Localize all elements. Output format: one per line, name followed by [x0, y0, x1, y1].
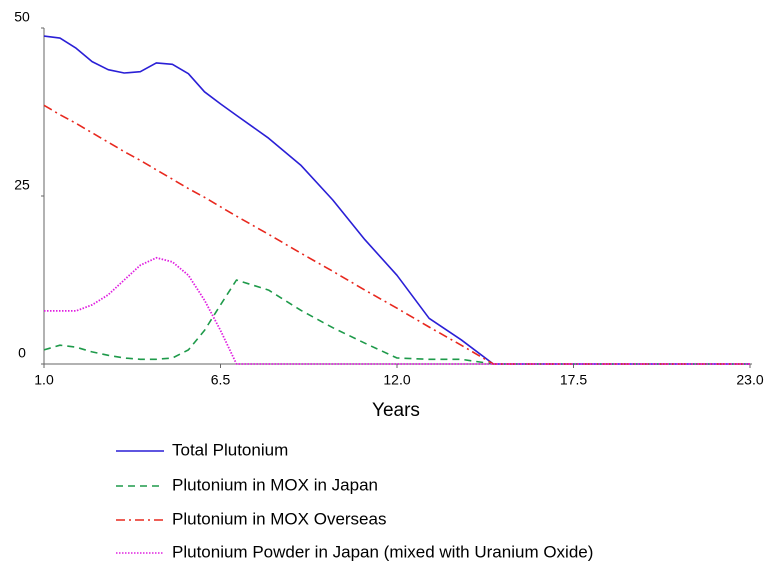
- series-line: [43, 104, 750, 365]
- y-tick-label: 50: [14, 9, 30, 25]
- legend-label: Plutonium in MOX in Japan: [172, 475, 378, 494]
- legend-label: Plutonium Powder in Japan (mixed with Ur…: [172, 542, 593, 561]
- legend-label: Total Plutonium: [172, 440, 288, 459]
- x-tick-label: 17.5: [560, 372, 587, 388]
- series-line: [43, 279, 750, 365]
- x-tick-label: 12.0: [383, 372, 410, 388]
- x-axis-label: Years: [372, 400, 420, 421]
- x-tick-label: 23.0: [736, 372, 763, 388]
- series-line: [44, 256, 750, 365]
- series-line: [43, 35, 750, 365]
- y-tick-label: 25: [14, 177, 30, 193]
- x-tick-label: 1.0: [34, 372, 54, 388]
- legend-label: Plutonium in MOX Overseas: [172, 509, 386, 528]
- x-tick-label: 6.5: [211, 372, 231, 388]
- y-tick-label: 0: [18, 345, 26, 361]
